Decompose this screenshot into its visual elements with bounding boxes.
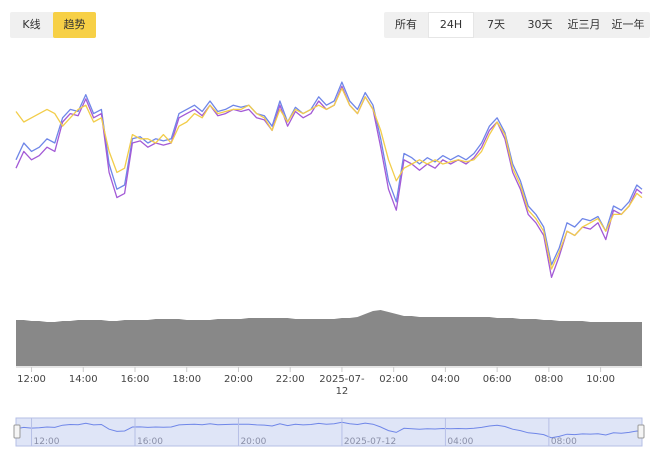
range-tabs: 所有 24H 7天 30天 近三月 近一年: [384, 12, 650, 38]
x-tick-label: 04:00: [431, 374, 460, 385]
volume-area: [16, 310, 642, 366]
range-tab-24h[interactable]: 24H: [428, 12, 474, 38]
x-tick-label: 08:00: [534, 374, 563, 385]
x-tick-label: 22:00: [276, 374, 305, 385]
series-yellow-line: [15, 87, 643, 270]
range-tab-30d[interactable]: 30天: [527, 18, 553, 31]
series-blue-line: [15, 81, 643, 266]
navigator-right-handle[interactable]: [637, 424, 645, 439]
x-tick-label: 12:00: [17, 374, 46, 385]
kline-button[interactable]: K线: [22, 18, 41, 31]
range-tab-3m[interactable]: 近三月: [567, 18, 601, 31]
navigator-tick-label: 08:00: [551, 437, 577, 447]
range-tab-all[interactable]: 所有: [395, 18, 417, 31]
x-tick-label: 20:00: [224, 374, 253, 385]
range-tab-7d[interactable]: 7天: [487, 18, 505, 31]
navigator-tick-label: 2025-07-12: [344, 437, 396, 447]
x-tick-label: 10:00: [586, 374, 615, 385]
x-tick-label: 16:00: [121, 374, 150, 385]
x-tick-label: 18:00: [172, 374, 201, 385]
range-tab-1y[interactable]: 近一年: [611, 18, 645, 31]
x-tick-label-line: 2025-07-: [319, 374, 365, 385]
navigator-tick-label: 20:00: [240, 437, 266, 447]
x-tick-label-line: 12: [336, 386, 349, 397]
navigator-left-handle[interactable]: [13, 424, 21, 439]
navigator-tick-label: 04:00: [447, 437, 473, 447]
trend-button[interactable]: 趋势: [53, 12, 96, 38]
view-toggle: K线 趋势: [10, 12, 96, 38]
navigator-tick-label: 12:00: [34, 437, 60, 447]
x-tick-label: 06:00: [483, 374, 512, 385]
x-tick-label: 2025-07-12: [319, 374, 365, 397]
x-tick-label: 14:00: [69, 374, 98, 385]
navigator-line: [15, 421, 643, 439]
navigator-tick-label: 16:00: [137, 437, 163, 447]
x-tick-label: 02:00: [379, 374, 408, 385]
navigator-range: [15, 417, 643, 447]
